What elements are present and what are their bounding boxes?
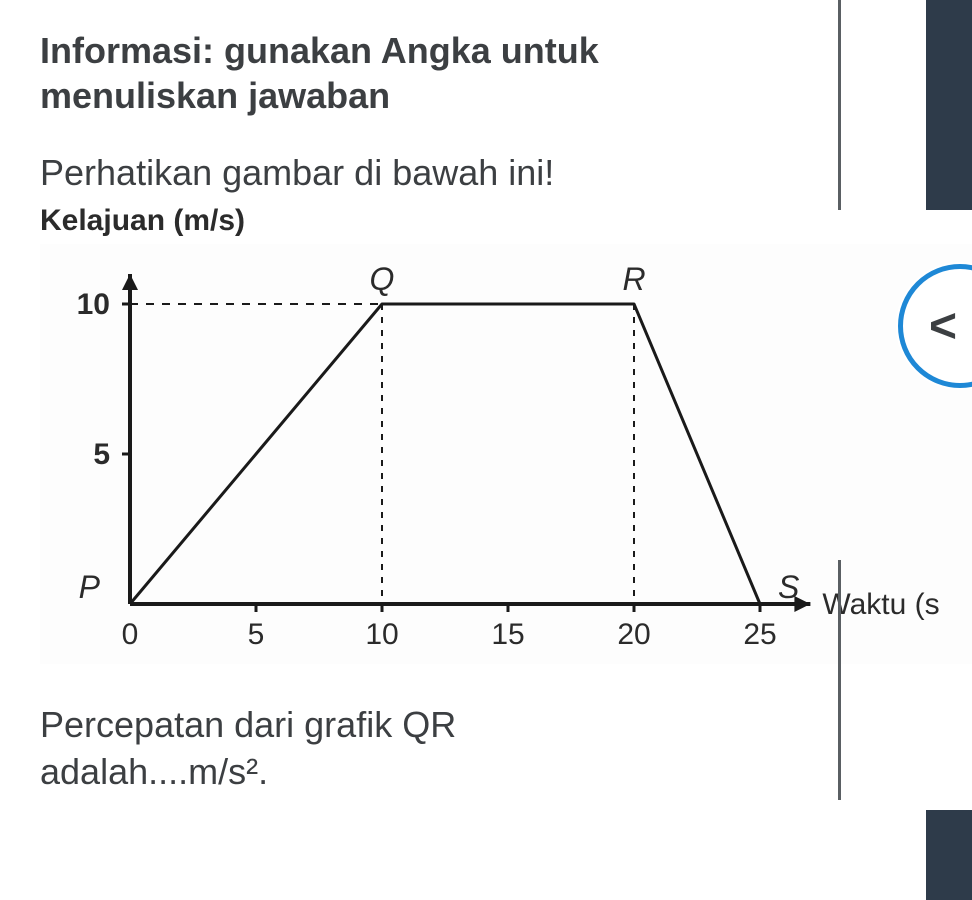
svg-text:10: 10	[77, 288, 110, 321]
svg-text:5: 5	[93, 438, 110, 471]
instruction-text: Perhatikan gambar di bawah ini!	[40, 152, 790, 194]
chart-svg: 5100510152025PQRSWaktu (s	[40, 244, 972, 664]
vertical-separator-top	[838, 0, 841, 210]
info-heading: Informasi: gunakan Angka untuk menuliska…	[40, 28, 790, 118]
svg-text:P: P	[79, 569, 101, 605]
svg-text:R: R	[622, 261, 645, 297]
svg-text:15: 15	[491, 618, 524, 651]
chart-y-axis-label: Kelajuan (m/s)	[40, 204, 790, 238]
velocity-time-chart: 5100510152025PQRSWaktu (s	[40, 244, 860, 684]
svg-text:Q: Q	[370, 261, 395, 297]
svg-text:25: 25	[743, 618, 776, 651]
question-line-1: Percepatan dari grafik QR	[40, 704, 456, 745]
question-line-2: adalah....m/s².	[40, 751, 268, 792]
question-text: Percepatan dari grafik QR adalah....m/s²…	[40, 702, 790, 796]
svg-text:20: 20	[617, 618, 650, 651]
chevron-left-icon: <	[929, 299, 957, 354]
right-bar-top	[926, 0, 972, 210]
svg-text:0: 0	[122, 618, 139, 651]
svg-text:10: 10	[365, 618, 398, 651]
svg-text:5: 5	[248, 618, 265, 651]
vertical-separator-bottom	[838, 560, 841, 800]
svg-text:S: S	[778, 569, 799, 605]
right-bar-bottom	[926, 810, 972, 900]
